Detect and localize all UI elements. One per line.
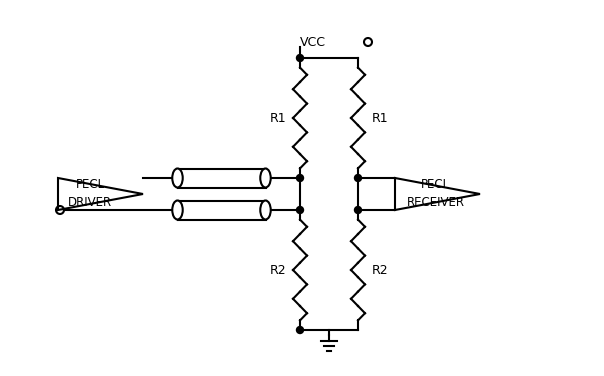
Text: PECL: PECL: [76, 179, 105, 191]
Bar: [178, 168, 266, 188]
Circle shape: [355, 174, 362, 182]
Ellipse shape: [172, 200, 183, 220]
Text: PECL: PECL: [421, 179, 451, 191]
Circle shape: [297, 326, 303, 334]
Bar: [178, 200, 266, 220]
Ellipse shape: [172, 168, 183, 188]
Text: R2: R2: [270, 264, 286, 276]
Circle shape: [297, 174, 303, 182]
Text: VCC: VCC: [300, 35, 326, 49]
Text: DRIVER: DRIVER: [68, 197, 112, 209]
Text: R1: R1: [270, 112, 286, 124]
Text: R1: R1: [371, 112, 388, 124]
Text: RECEIVER: RECEIVER: [407, 197, 465, 209]
Text: R2: R2: [371, 264, 388, 276]
Circle shape: [297, 55, 303, 62]
Circle shape: [355, 206, 362, 214]
Ellipse shape: [260, 168, 271, 188]
Circle shape: [297, 206, 303, 214]
Ellipse shape: [260, 200, 271, 220]
